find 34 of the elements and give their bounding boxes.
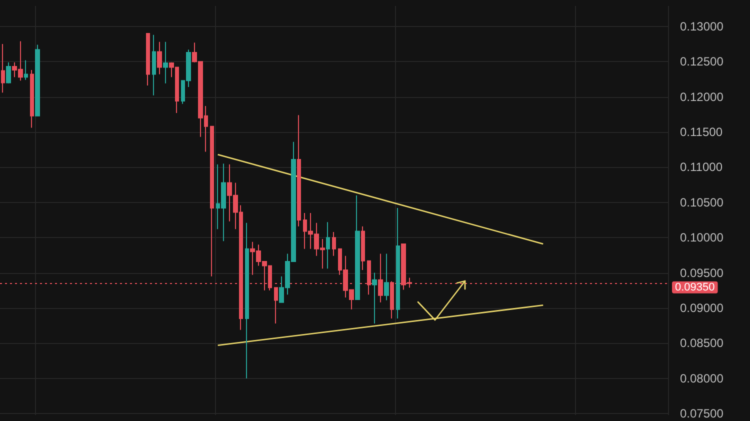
candlestick <box>163 41 168 84</box>
y-tick-label: 0.08500 <box>680 336 724 350</box>
candlestick <box>6 62 11 84</box>
y-tick-label: 0.11000 <box>680 160 723 174</box>
y-tick-label: 0.12500 <box>680 54 724 69</box>
y-tick-label: 0.13000 <box>680 19 724 34</box>
y-tick-label: 0.10000 <box>680 230 724 245</box>
candlestick <box>210 126 214 277</box>
candlestick <box>297 114 301 227</box>
candlestick <box>384 253 389 301</box>
candlestick <box>361 226 365 270</box>
candlestick <box>157 41 162 75</box>
candlestick <box>1 44 5 94</box>
y-tick-label: 0.09500 <box>680 266 724 280</box>
candlestick <box>35 44 40 116</box>
candlestick <box>152 34 156 96</box>
candlestick <box>326 222 330 270</box>
candlestick <box>355 194 360 300</box>
ref-line-label: 0.09350 <box>675 281 715 294</box>
candlestick <box>146 32 150 86</box>
candlestick <box>24 60 28 80</box>
y-tick-label: 0.12000 <box>680 90 724 104</box>
candlestick <box>332 231 336 256</box>
y-tick-label: 0.09000 <box>680 301 724 315</box>
y-tick-label: 0.07500 <box>680 406 724 421</box>
candlestick <box>396 208 400 320</box>
candlestick <box>245 222 249 379</box>
y-tick-label: 0.10500 <box>680 195 724 210</box>
candlestick <box>372 272 377 324</box>
y-tick-label: 0.11500 <box>680 125 723 140</box>
candlestick <box>378 253 383 303</box>
candlestick <box>274 287 278 324</box>
candlestick <box>30 70 34 128</box>
y-tick-label: 0.08000 <box>680 371 724 386</box>
